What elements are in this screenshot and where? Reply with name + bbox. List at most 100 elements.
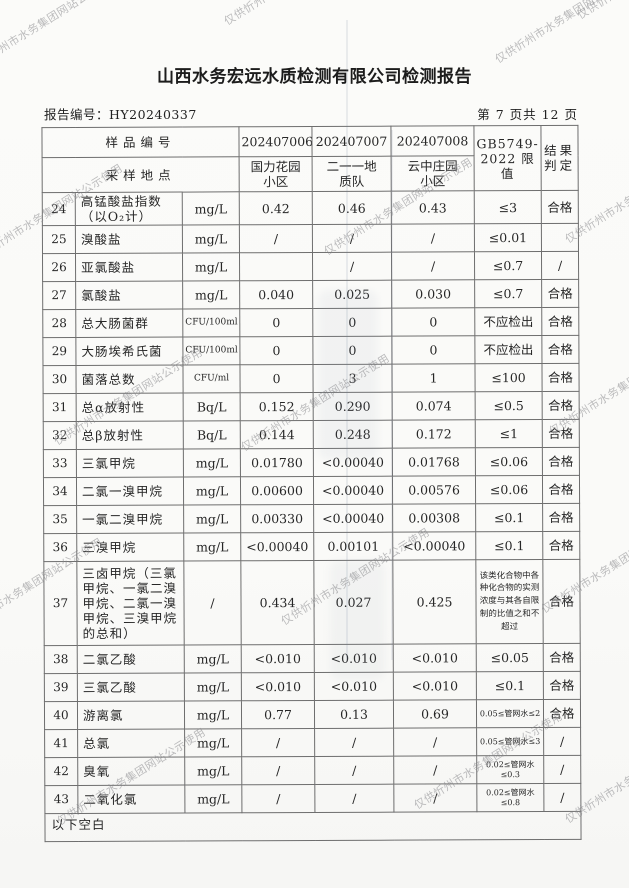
value-cell: <0.00040 (313, 476, 393, 505)
row-number-cell: 41 (44, 729, 78, 758)
param-name-cell: 菌落总数 (75, 365, 184, 394)
value-cell: <0.010 (314, 644, 394, 673)
report-number: 报告编号：HY20240337 (44, 107, 197, 122)
unit-cell: mg/L (183, 504, 241, 534)
value-cell: 0.152 (240, 392, 314, 421)
limit-header-cell: GB5749- 2022 限值 (473, 125, 542, 191)
value-cell: 0.00330 (240, 504, 314, 533)
result-cell: 合格 (542, 391, 580, 420)
limit-cell: ≤0.7 (474, 251, 542, 280)
value-cell: / (391, 223, 475, 253)
param-name-cell: 氯酸盐 (75, 281, 183, 310)
watermark-text: 仅供忻州市水务集团网站公示使用 (492, 0, 629, 66)
param-name-cell: 三溴甲烷 (76, 533, 184, 562)
param-name-cell: 三卤甲烷（三氯甲烷、一氯二溴甲烷、二氯一溴甲烷、三溴甲烷的总和） (76, 561, 185, 646)
unit-cell: CFU/100ml (182, 308, 240, 338)
param-name-cell: 二氯一溴甲烷 (76, 477, 184, 506)
table-row: 41 总氯 mg/L / //0.05≤管网水≤3/ (44, 727, 581, 758)
limit-cell: ≤0.1 (475, 503, 543, 532)
param-name-cell: 二氯乙酸 (77, 645, 185, 674)
result-cell: / (543, 727, 581, 756)
value-cell: 0 (312, 336, 392, 365)
limit-cell: 该类化合物中各种化合物的实测浓度与其各自限制的比值之和不超过 (475, 559, 544, 644)
results-table-body: 24 高锰酸盐指数 （以O₂计） mg/L 0.42 0.46 0.43 ≤3 合格 25 溴酸盐… (42, 190, 581, 814)
table-row: 25 溴酸盐 mg/L / / / ≤0.01 (42, 223, 579, 254)
param-name-cell: 三氯甲烷 (76, 449, 184, 478)
limit-cell: 不应检出 (474, 335, 542, 364)
limit-cell: ≤3 (474, 190, 542, 224)
value-cell: / (241, 728, 315, 757)
table-row: 27 氯酸盐 mg/L 0.040 0.025 0.030 ≤0.7 合格 (42, 279, 579, 310)
result-cell: 合格 (541, 279, 579, 308)
result-cell: 合格 (542, 447, 580, 476)
limit-cell: 不应检出 (474, 307, 542, 336)
param-name-cell: 高锰酸盐指数 （以O₂计） (75, 192, 183, 226)
row-number-cell: 30 (42, 365, 77, 394)
param-name-cell: 总大肠菌群 (75, 309, 183, 338)
param-name-cell: 亚氯酸盐 (75, 253, 183, 282)
value-cell: / (241, 756, 315, 785)
location-label-cell: 采样地点 (42, 156, 240, 193)
blank-note-cell: 以下空白 (44, 811, 582, 842)
value-cell: / (314, 756, 394, 785)
limit-cell: 0.02≤管网水≤0.3 (476, 755, 544, 784)
limit-cell: ≤0.06 (475, 475, 543, 504)
value-cell: / (239, 224, 313, 253)
result-cell: 合格 (541, 190, 579, 224)
limit-cell: ≤100 (474, 363, 543, 392)
value-cell: / (312, 224, 392, 253)
unit-cell: CFU/100ml (182, 336, 240, 366)
unit-cell: mg/L (183, 532, 241, 562)
blank-footer-row: 以下空白 (44, 811, 582, 842)
value-cell: 0 (239, 308, 313, 337)
unit-cell: mg/L (184, 672, 242, 702)
location-cell: 国力花园 小区 (239, 156, 313, 192)
value-cell: 0 (239, 364, 314, 393)
unit-cell: mg/L (184, 644, 242, 674)
result-cell: 合格 (542, 531, 580, 560)
row-number-cell: 37 (43, 561, 78, 646)
limit-cell: 0.05≤管网水≤3 (476, 727, 544, 756)
table-row: 24 高锰酸盐指数 （以O₂计） mg/L 0.42 0.46 0.43 ≤3 合格 (42, 190, 579, 226)
value-cell: 0 (391, 307, 475, 337)
result-cell: 合格 (543, 643, 581, 672)
page-title: 山西水务宏远水质检测有限公司检测报告 (157, 67, 472, 87)
watermark-text: 仅供忻州市水务集团网站公示使用 (574, 0, 629, 23)
value-cell: 0.00101 (313, 532, 393, 561)
unit-cell: Bq/L (183, 392, 241, 422)
value-cell: 0.030 (391, 279, 475, 309)
result-cell: 合格 (543, 671, 581, 700)
table-row: 32 总β放射性 Bq/L 0.144 0.248 0.172 ≤1 合格 (43, 419, 580, 450)
table-row: 43 二氧化氯 mg/L / //0.02≤管网水≤0.8/ (44, 783, 581, 814)
value-cell: 0.040 (239, 280, 313, 309)
unit-cell: mg/L (182, 191, 240, 226)
value-cell: 1 (391, 363, 476, 393)
row-number-cell: 25 (42, 225, 76, 254)
result-cell: 合格 (542, 559, 581, 644)
value-cell: 3 (312, 364, 393, 393)
row-number-cell: 39 (44, 673, 78, 702)
results-table: 样品编号 202407006 202407007 202407008 GB574… (41, 125, 582, 842)
result-header-cell: 结果 判定 (540, 125, 579, 191)
result-cell: 合格 (542, 419, 580, 448)
row-number-cell: 29 (42, 337, 76, 366)
table-row: 36 三溴甲烷 mg/L <0.00040 0.00101 <0.00040 ≤0.1 合格 (43, 531, 580, 562)
value-cell: 0.46 (312, 191, 392, 225)
value-cell: <0.00040 (313, 448, 393, 477)
unit-cell: mg/L (184, 728, 242, 758)
table-row: 26 亚氯酸盐 mg/L / / ≤0.7/ (42, 251, 579, 282)
value-cell: 0.69 (393, 699, 477, 729)
table-row: 31 总α放射性 Bq/L 0.152 0.290 0.074 ≤0.5 合格 (43, 391, 580, 422)
value-cell: 0.00600 (240, 476, 314, 505)
results-table-head: 样品编号 202407006 202407007 202407008 GB574… (41, 125, 579, 193)
value-cell: 0.027 (313, 560, 394, 645)
value-cell: 0.172 (392, 419, 476, 449)
param-name-cell: 二氧化氯 (77, 785, 185, 814)
unit-cell: Bq/L (183, 420, 241, 450)
value-cell: <0.010 (393, 671, 477, 701)
value-cell: 0 (312, 308, 392, 337)
param-name-cell: 游离氯 (77, 701, 185, 730)
value-cell: / (391, 251, 475, 281)
row-number-cell: 38 (44, 645, 78, 674)
value-cell: 0.144 (240, 420, 314, 449)
